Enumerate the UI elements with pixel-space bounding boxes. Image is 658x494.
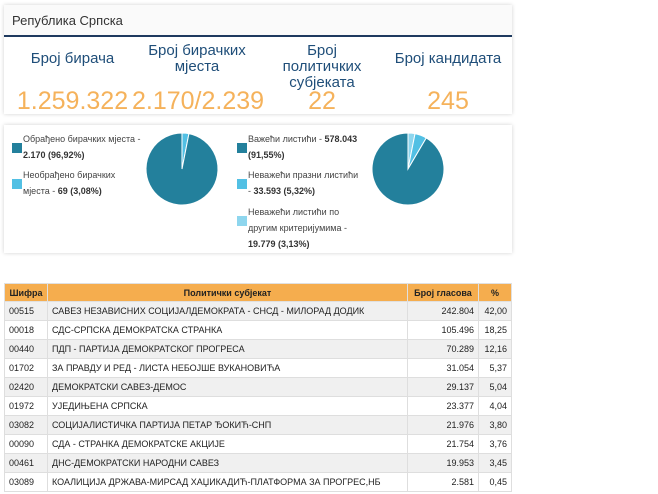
legend-label: Неважећи празни листићи - (248, 170, 359, 196)
cell-votes: 31.054 (407, 358, 479, 378)
stat-value: 22 (308, 87, 336, 115)
legend-label: Важећи листићи - (248, 134, 323, 144)
legend-swatch (237, 179, 247, 189)
pie-slice-1[interactable] (145, 132, 219, 206)
cell-code: 00018 (4, 320, 48, 340)
legend-item-unprocessed: Необрађено бирачких мјеста - 69 (3,08%) (23, 167, 123, 199)
cell-subject: ДЕМОКРАТСКИ САВЕЗ-ДЕМОС (47, 377, 408, 397)
table-row[interactable]: 00018 СДС-СРПСКА ДЕМОКРАТСКА СТРАНКА 105.4… (4, 320, 512, 340)
legend-item-processed: Обрађено бирачких мјеста - 2.170 (96,92%… (23, 131, 143, 163)
pie-chart-polling-stations (145, 132, 219, 206)
charts-panel: Обрађено бирачких мјеста - 2.170 (96,92%… (4, 125, 512, 253)
cell-percent: 18,25 (478, 320, 512, 340)
cell-votes: 21.754 (407, 434, 479, 454)
legend-label: Обрађено бирачких мјеста - (23, 134, 141, 144)
legend-label: Необрађено бирачких мјеста - (23, 170, 116, 196)
column-header-subject[interactable]: Политички субјекат (47, 283, 408, 302)
table-row[interactable]: 00515 САВЕЗ НЕЗАВИСНИХ СОЦИЈАЛДЕМОКРАТА -… (4, 301, 512, 321)
legend-value: 69 (3,08%) (57, 186, 102, 196)
cell-code: 01702 (4, 358, 48, 378)
legend-value: 2.170 (96,92%) (23, 150, 85, 160)
table-row[interactable]: 00090 СДА - СТРАНКА ДЕМОКРАТСКЕ АКЦИЈЕ 21.… (4, 434, 512, 454)
cell-votes: 19.953 (407, 453, 479, 473)
region-title: Република Српска (12, 13, 123, 28)
legend-item-valid: Важећи листићи - 578.043 (91,55%) (248, 131, 363, 163)
legend-swatch (12, 179, 22, 189)
table-header-row: Шифра Политички субјекат Број гласова % (4, 283, 512, 302)
results-table: Шифра Политички субјекат Број гласова % … (4, 283, 512, 492)
cell-votes: 242.804 (407, 301, 479, 321)
cell-code: 00515 (4, 301, 48, 321)
stat-value: 245 (427, 87, 469, 115)
stat-label: Број кандидата (394, 50, 502, 67)
stat-value: 1.259.322 (16, 87, 129, 115)
table-row[interactable]: 03082 СОЦИЈАЛИСТИЧКА ПАРТИЈА ПЕТАР ЂОКИЋ-… (4, 415, 512, 435)
pie-chart-ballots (371, 132, 445, 206)
stats-panel: Република Српска Број бирача 1.259.322 Б… (4, 5, 512, 116)
stat-political-subjects: Број политичких субјеката 22 (262, 42, 382, 116)
legend-swatch (237, 216, 247, 226)
cell-code: 02420 (4, 377, 48, 397)
legend-value: 578.043 (91,55%) (248, 134, 358, 160)
column-header-code[interactable]: Шифра (4, 283, 48, 302)
legend-item-invalid-empty: Неважећи празни листићи - 33.593 (5,32%) (248, 167, 363, 199)
stat-label: Број бирача (30, 50, 115, 67)
legend-item-invalid-other: Неважећи листићи по другим критеријумима… (248, 204, 363, 252)
legend-value: 33.593 (5,32%) (253, 186, 316, 196)
cell-code: 03089 (4, 472, 48, 492)
cell-votes: 23.377 (407, 396, 479, 416)
title-bar: Република Српска (4, 5, 512, 37)
table-row[interactable]: 02420 ДЕМОКРАТСКИ САВЕЗ-ДЕМОС 29.137 5,04 (4, 377, 512, 397)
cell-subject: ПДП - ПАРТИЈА ДЕМОКРАТСКОГ ПРОГРЕСА (47, 339, 408, 359)
cell-subject: СОЦИЈАЛИСТИЧКА ПАРТИЈА ПЕТАР ЂОКИЋ-СНП (47, 415, 408, 435)
pie-slice-2[interactable] (371, 132, 445, 206)
cell-subject: КОАЛИЦИЈА ДРЖАВА-МИРСАД ХАЏИКАДИЋ-ПЛАТФО… (47, 472, 408, 492)
cell-votes: 21.976 (407, 415, 479, 435)
table-row[interactable]: 01702 ЗА ПРАВДУ И РЕД - ЛИСТА НЕБОЈШЕ ВУК… (4, 358, 512, 378)
cell-percent: 5,37 (478, 358, 512, 378)
cell-subject: СДС-СРПСКА ДЕМОКРАТСКА СТРАНКА (47, 320, 408, 340)
cell-votes: 105.496 (407, 320, 479, 340)
table-row[interactable]: 01972 УЈЕДИЊЕНА СРПСКА 23.377 4,04 (4, 396, 512, 416)
cell-percent: 4,04 (478, 396, 512, 416)
cell-percent: 42,00 (478, 301, 512, 321)
legend-value: 19.779 (3,13%) (248, 239, 310, 249)
stat-label: Број бирачких мјеста (148, 42, 246, 75)
cell-code: 03082 (4, 415, 48, 435)
cell-code: 01972 (4, 396, 48, 416)
table-row[interactable]: 00461 ДНС-ДЕМОКРАТСКИ НАРОДНИ САВЕЗ 19.953… (4, 453, 512, 473)
stat-polling-stations: Број бирачких мјеста 2.170/2.239 (132, 42, 264, 116)
legend-swatch (12, 143, 22, 153)
cell-votes: 29.137 (407, 377, 479, 397)
cell-code: 00440 (4, 339, 48, 359)
cell-subject: ДНС-ДЕМОКРАТСКИ НАРОДНИ САВЕЗ (47, 453, 408, 473)
cell-subject: ЗА ПРАВДУ И РЕД - ЛИСТА НЕБОЈШЕ ВУКАНОВИ… (47, 358, 408, 378)
cell-votes: 70.289 (407, 339, 479, 359)
table-row[interactable]: 03089 КОАЛИЦИЈА ДРЖАВА-МИРСАД ХАЏИКАДИЋ-П… (4, 472, 512, 492)
cell-code: 00090 (4, 434, 48, 454)
cell-subject: УЈЕДИЊЕНА СРПСКА (47, 396, 408, 416)
cell-percent: 12,16 (478, 339, 512, 359)
legend-label: Неважећи листићи по другим критеријумима… (248, 207, 347, 233)
cell-percent: 3,45 (478, 453, 512, 473)
stat-candidates: Број кандидата 245 (384, 43, 512, 116)
cell-votes: 2.581 (407, 472, 479, 492)
column-header-votes[interactable]: Број гласова (407, 283, 479, 302)
column-header-percent[interactable]: % (478, 283, 512, 302)
cell-percent: 3,76 (478, 434, 512, 454)
stat-value: 2.170/2.239 (132, 87, 265, 115)
cell-percent: 5,04 (478, 377, 512, 397)
cell-percent: 3,80 (478, 415, 512, 435)
stat-voters: Број бирача 1.259.322 (10, 43, 135, 116)
cell-subject: СДА - СТРАНКА ДЕМОКРАТСКЕ АКЦИЈЕ (47, 434, 408, 454)
legend-swatch (237, 143, 247, 153)
cell-percent: 0,45 (478, 472, 512, 492)
table-row[interactable]: 00440 ПДП - ПАРТИЈА ДЕМОКРАТСКОГ ПРОГРЕСА… (4, 339, 512, 359)
stat-label: Број политичких субјеката (282, 42, 362, 91)
cell-code: 00461 (4, 453, 48, 473)
cell-subject: САВЕЗ НЕЗАВИСНИХ СОЦИЈАЛДЕМОКРАТА - СНСД… (47, 301, 408, 321)
